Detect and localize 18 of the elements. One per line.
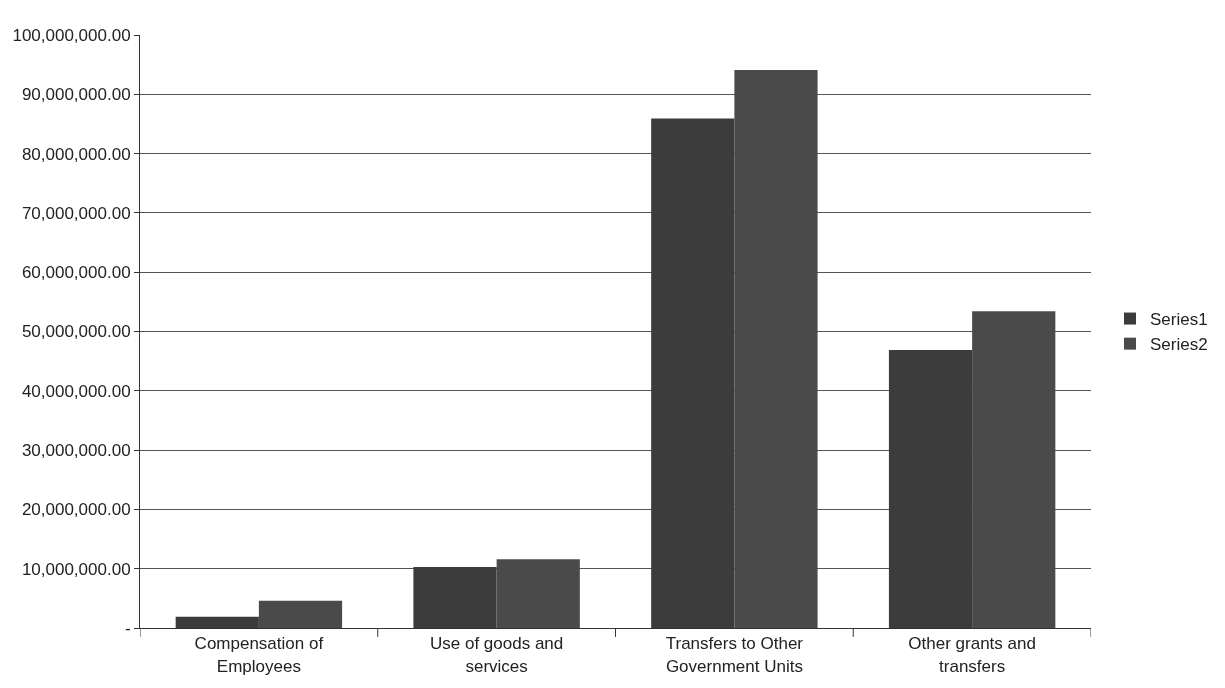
y-tick-label: 40,000,000.00 [21, 381, 131, 401]
x-tick-label: Transfers to Other Government Units [665, 634, 804, 676]
y-tick-label: 100,000,000.00 [12, 25, 131, 45]
y-tick-label: 60,000,000.00 [21, 263, 131, 283]
y-tick-label: 30,000,000.00 [21, 441, 131, 461]
y-tick-label: 20,000,000.00 [21, 500, 131, 520]
bar [258, 600, 343, 628]
x-tick-label: Other grants and transfers [908, 634, 1036, 676]
legend-label: Series2 [1150, 335, 1208, 355]
y-tick-label: - [124, 618, 131, 638]
y-tick-label: 10,000,000.00 [21, 559, 131, 579]
y-tick-label: 70,000,000.00 [21, 203, 131, 223]
x-tick-label: Use of goods and services [430, 634, 564, 676]
y-tick-label: 80,000,000.00 [21, 144, 131, 164]
x-tick-label: Compensation of Employees [194, 634, 324, 676]
legend-label: Series1 [1150, 310, 1208, 330]
y-tick-label: 50,000,000.00 [21, 322, 131, 342]
y-tick-label: 90,000,000.00 [21, 85, 131, 105]
